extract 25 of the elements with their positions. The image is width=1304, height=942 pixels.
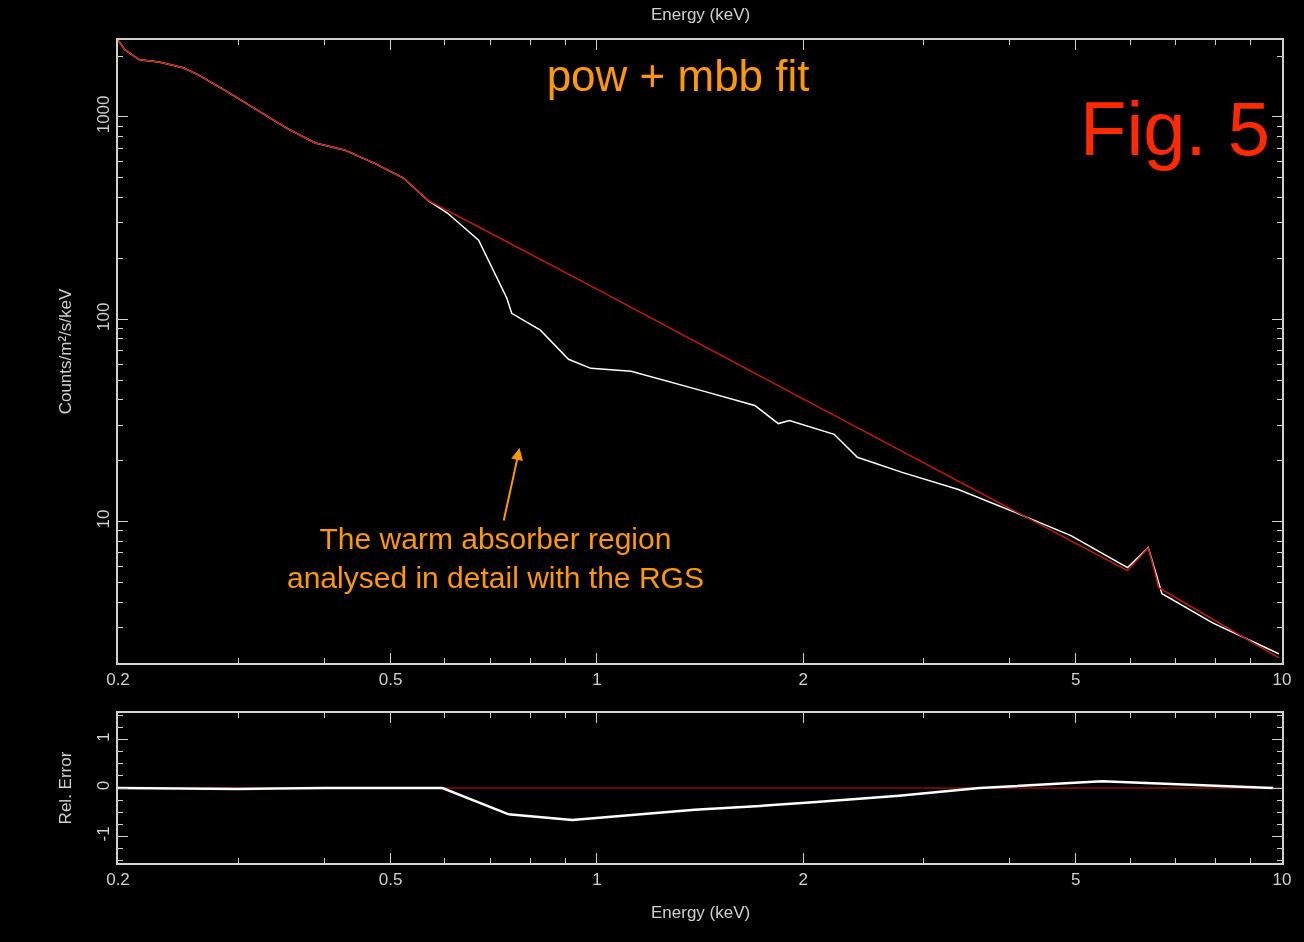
y-tick-label: 1 [94,732,114,742]
annotation: The warm absorber region analysed in detail with the RGS [287,522,704,594]
x-tick-label: 10 [1272,670,1292,690]
y-tick-label: 0 [94,780,114,791]
x-tick-label: 5 [1071,670,1081,690]
y-tick-label: 1000 [94,95,114,134]
x-tick-label: 0.2 [106,870,130,890]
x-tick-label: 2 [798,870,808,890]
y-tick-label: 10 [94,509,114,529]
chart-title: pow + mbb fit [546,51,810,101]
x-tick-label: 1 [592,670,602,690]
y-axis-title: Rel. Error [56,751,76,825]
x-axis-title: Energy (keV) [651,5,751,24]
annotation: Fig. 5 [1080,86,1271,171]
x-tick-label: 0.5 [378,670,403,690]
y-tick-label: -1 [94,826,114,842]
x-tick-label: 2 [798,670,808,690]
x-tick-label: 1 [592,870,602,890]
x-tick-label: 0.5 [378,870,403,890]
y-axis-title: Counts/m²/s/keV [56,288,76,415]
x-tick-label: 5 [1071,870,1081,890]
y-tick-label: 100 [94,302,114,331]
x-axis-title: Energy (keV) [651,903,751,922]
x-tick-label: 0.2 [106,670,130,690]
x-tick-label: 10 [1272,870,1292,890]
